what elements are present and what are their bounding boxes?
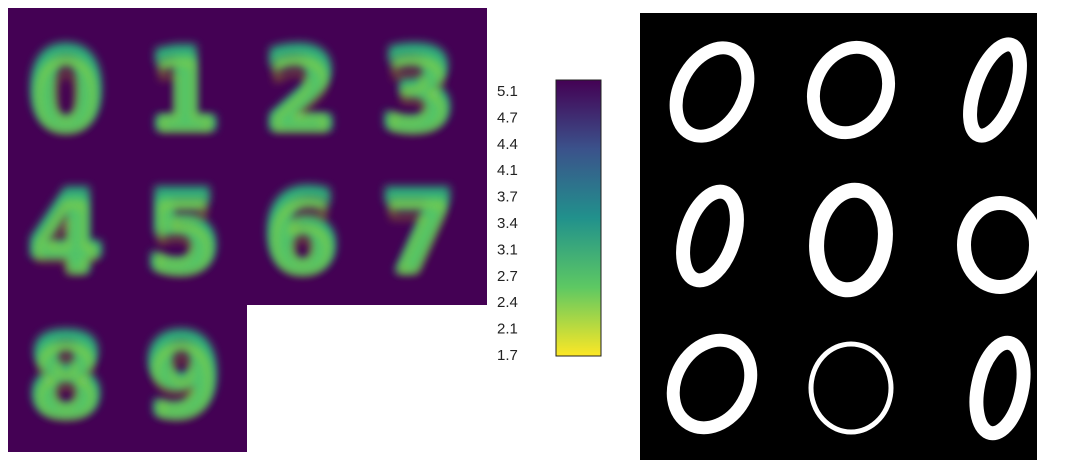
colorbar-tick-label: 2.1	[497, 321, 518, 338]
svg-text:5: 5	[151, 187, 215, 294]
svg-text:9: 9	[142, 306, 224, 444]
heatmap-background	[8, 8, 487, 452]
svg-text:2: 2	[269, 45, 333, 152]
zero-samples-panel	[640, 13, 1043, 460]
svg-text:5: 5	[147, 175, 219, 297]
svg-text:0: 0	[34, 45, 98, 152]
colorbar: 5.1 4.7 4.4 4.1 3.7 3.4 3.1 2.7 2.4 2.1 1.7	[497, 79, 602, 364]
svg-text:4: 4	[25, 162, 107, 300]
svg-text:1: 1	[142, 20, 224, 158]
colorbar-tick-label: 4.7	[497, 109, 518, 126]
svg-text:5: 5	[142, 162, 224, 300]
svg-text:1: 1	[151, 45, 215, 152]
heatmap-digit-1: 111	[142, 20, 224, 158]
colorbar-tick-label: 1.7	[497, 347, 518, 364]
heatmap-digit-7: 777	[377, 162, 459, 300]
heatmap-digit-9: 999	[142, 306, 224, 444]
colorbar-gradient	[555, 79, 602, 357]
svg-text:7: 7	[386, 187, 450, 294]
svg-text:3: 3	[386, 45, 450, 152]
heatmap-digits: 000 111 222 333 444 555 666 777 888 999	[25, 20, 459, 444]
svg-text:9: 9	[147, 319, 219, 441]
zero-sample-9	[969, 335, 1031, 441]
colorbar-tick-labels: 5.1 4.7 4.4 4.1 3.7 3.4 3.1 2.7 2.4 2.1 1.7	[497, 83, 518, 364]
svg-text:7: 7	[382, 175, 454, 297]
zero-sample-2	[806, 40, 896, 140]
heatmap-digit-6: 666	[260, 162, 342, 300]
zero-sample-8	[808, 341, 894, 435]
colorbar-tick-label: 3.4	[497, 215, 518, 232]
colorbar-tick-label: 2.7	[497, 268, 518, 285]
svg-text:6: 6	[269, 187, 333, 294]
heatmap-digit-0: 000	[25, 20, 107, 158]
zero-sample-1	[669, 41, 755, 143]
svg-text:4: 4	[34, 187, 98, 294]
svg-text:4: 4	[30, 175, 102, 297]
colorbar-tick-label: 3.7	[497, 189, 518, 206]
svg-text:2: 2	[265, 33, 337, 155]
zero-sample-5	[809, 182, 893, 298]
zero-sample-6	[957, 196, 1043, 294]
svg-text:8: 8	[25, 306, 107, 444]
svg-text:8: 8	[34, 331, 98, 438]
digit-heatmap-panel: 000 111 222 333 444 555 666 777 888 999	[8, 8, 487, 452]
svg-text:0: 0	[25, 20, 107, 158]
colorbar-tick-label: 5.1	[497, 83, 518, 100]
colorbar-tick-label: 3.1	[497, 241, 518, 258]
colorbar-tick-label: 4.1	[497, 162, 518, 179]
svg-text:6: 6	[260, 162, 342, 300]
svg-text:3: 3	[382, 33, 454, 155]
heatmap-digit-5: 555	[142, 162, 224, 300]
heatmap-digit-3: 333	[377, 20, 459, 158]
svg-text:6: 6	[265, 175, 337, 297]
svg-text:9: 9	[151, 331, 215, 438]
svg-text:7: 7	[377, 162, 459, 300]
zero-sample-3	[963, 37, 1027, 143]
heatmap-digit-2: 222	[260, 20, 342, 158]
zero-sample-7	[666, 333, 758, 435]
heatmap-digit-4: 444	[25, 162, 107, 300]
svg-text:2: 2	[260, 20, 342, 158]
colorbar-tick-label: 2.4	[497, 294, 518, 311]
zero-sample-grid	[666, 37, 1043, 441]
svg-text:3: 3	[377, 20, 459, 158]
zero-sample-4	[676, 184, 744, 288]
svg-text:0: 0	[30, 33, 102, 155]
svg-text:1: 1	[147, 33, 219, 155]
heatmap-digit-8: 888	[25, 306, 107, 444]
colorbar-tick-label: 4.4	[497, 136, 518, 153]
svg-text:8: 8	[30, 319, 102, 441]
